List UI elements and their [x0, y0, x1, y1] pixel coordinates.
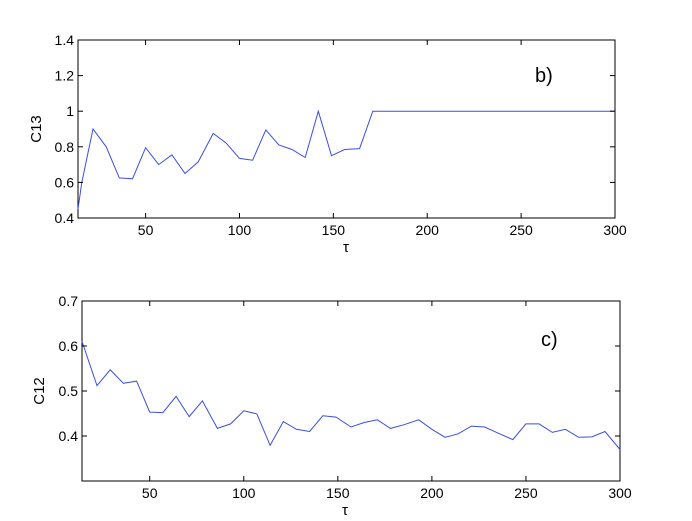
x-tick-label: 300 — [603, 222, 627, 238]
y-tick-label: 0.4 — [59, 428, 79, 444]
plot-frame — [77, 39, 616, 219]
y-tick-label: 0.6 — [55, 174, 75, 190]
y-axis-label: C13 — [28, 115, 45, 143]
panel-label: b) — [535, 65, 553, 87]
y-tick-label: 0.4 — [55, 210, 75, 226]
x-tick-label: 100 — [232, 485, 256, 501]
x-tick-label: 250 — [509, 222, 533, 238]
y-tick-label: 1 — [66, 103, 74, 119]
x-tick-label: 50 — [142, 485, 158, 501]
y-tick-label: 1.4 — [55, 32, 75, 48]
y-ticks: 0.4 0.6 0.8 1 1.2 1.4 — [55, 32, 615, 226]
series-line — [81, 341, 621, 450]
x-axis-label: τ — [342, 502, 348, 519]
y-tick-label: 1.2 — [55, 68, 75, 84]
y-tick-label: 0.5 — [59, 383, 79, 399]
x-tick-label: 50 — [138, 222, 154, 238]
x-tick-label: 250 — [514, 485, 538, 501]
x-tick-label: 200 — [416, 222, 440, 238]
x-tick-label: 150 — [326, 485, 350, 501]
y-tick-label: 0.6 — [59, 338, 79, 354]
chart-panel-b: 50 100 150 200 250 300 0.4 0.6 0.8 1 1.2 1.4 τ C13… — [28, 32, 627, 256]
y-axis-label: C12 — [31, 377, 48, 405]
x-tick-label: 150 — [322, 222, 346, 238]
x-ticks: 50 100 150 200 250 300 — [138, 40, 627, 238]
y-tick-label: 0.8 — [55, 139, 75, 155]
y-tick-label: 0.7 — [59, 293, 79, 309]
chart-panel-c: 50 100 150 200 250 300 0.4 0.5 0.6 0.7 τ C12 c) — [31, 293, 632, 519]
series-line — [77, 109, 615, 210]
x-tick-label: 100 — [228, 222, 252, 238]
x-axis-label: τ — [343, 239, 349, 256]
x-tick-label: 200 — [420, 485, 444, 501]
x-ticks: 50 100 150 200 250 300 — [142, 301, 632, 501]
panel-label: c) — [541, 329, 558, 351]
plot-frame — [81, 300, 621, 482]
y-ticks: 0.4 0.5 0.6 0.7 — [59, 293, 620, 444]
x-tick-label: 300 — [608, 485, 632, 501]
